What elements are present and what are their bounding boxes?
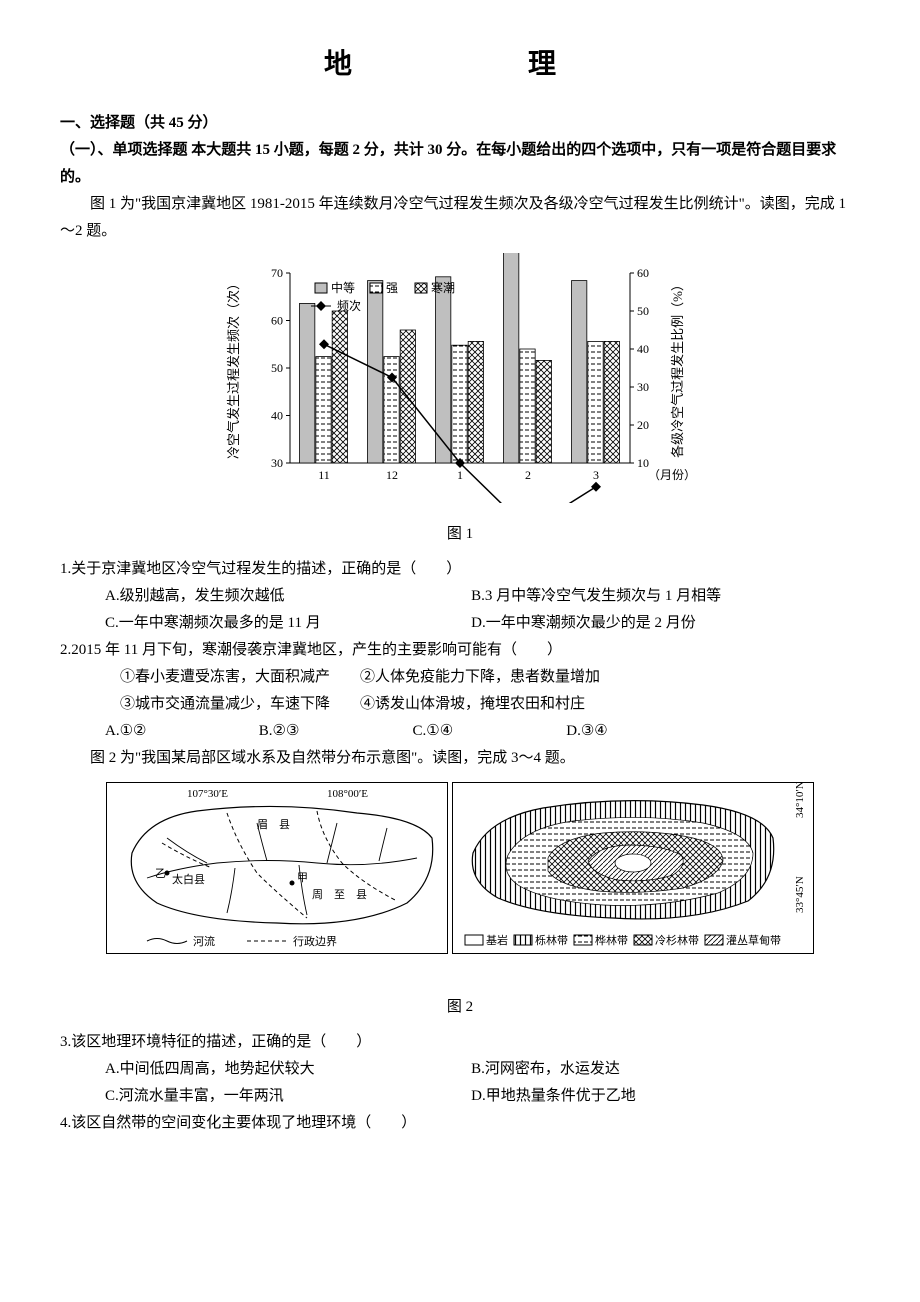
- q2-line2: ③城市交通流量减少，车速下降 ④诱发山体滑坡，掩埋农田和村庄: [60, 691, 860, 718]
- svg-text:中等: 中等: [331, 280, 355, 295]
- svg-text:频次: 频次: [337, 299, 361, 313]
- q3-option-a: A.中间低四周高，地势起伏较大: [105, 1056, 467, 1083]
- svg-text:冷空气发生过程发生频次（次）: 冷空气发生过程发生频次（次）: [226, 277, 241, 459]
- svg-text:乙: 乙: [155, 867, 166, 880]
- figure-2-caption: 图 2: [60, 994, 860, 1021]
- map-left: 107°30′E 108°00′E 眉 县太白县周 至 县 乙 甲河流 行政边界: [106, 782, 448, 954]
- svg-text:寒潮: 寒潮: [431, 280, 455, 295]
- svg-text:甲: 甲: [297, 872, 308, 884]
- q3-option-c: C.河流水量丰富，一年两汛: [105, 1083, 467, 1110]
- q3-stem: 3.该区地理环境特征的描述，正确的是（ ）: [60, 1029, 860, 1056]
- svg-text:1: 1: [457, 468, 463, 482]
- q1-option-d: D.一年中寒潮频次最少的是 2 月份: [471, 610, 833, 637]
- q1-stem: 1.关于京津冀地区冷空气过程发生的描述，正确的是（ ）: [60, 556, 860, 583]
- figure-1-caption: 图 1: [60, 521, 860, 548]
- q4-stem: 4.该区自然带的空间变化主要体现了地理环境（ ）: [60, 1110, 860, 1137]
- svg-text:眉 县: 眉 县: [257, 818, 290, 831]
- svg-text:灌丛草甸带: 灌丛草甸带: [726, 934, 781, 947]
- q2-stem: 2.2015 年 11 月下旬，寒潮侵袭京津冀地区，产生的主要影响可能有（ ）: [60, 637, 860, 664]
- svg-text:河流: 河流: [193, 934, 215, 948]
- svg-text:30: 30: [637, 380, 649, 394]
- svg-text:30: 30: [271, 456, 283, 470]
- svg-text:强: 强: [386, 281, 398, 295]
- svg-text:桦林带: 桦林带: [595, 933, 628, 947]
- q1-option-c: C.一年中寒潮频次最多的是 11 月: [105, 610, 467, 637]
- svg-text:3: 3: [593, 468, 599, 482]
- svg-text:60: 60: [271, 314, 283, 328]
- q2-option-b: B.②③: [259, 718, 379, 745]
- map-right: 34°10′N 33°45′N 基岩 栎林带 桦林带 冷杉林带 灌丛草甸带: [452, 782, 814, 954]
- svg-text:60: 60: [637, 266, 649, 280]
- chart-svg: 3040506070102030405060冷空气发生过程发生频次（次）各级冷空…: [220, 253, 700, 503]
- svg-text:栎林带: 栎林带: [535, 933, 568, 947]
- section-sub-heading: （一）、单项选择题 本大题共 15 小题，每题 2 分，共计 30 分。在每小题…: [60, 137, 860, 191]
- svg-text:107°30′E: 107°30′E: [187, 788, 228, 800]
- figure-1-chart: 3040506070102030405060冷空气发生过程发生频次（次）各级冷空…: [60, 253, 860, 513]
- q3-option-b: B.河网密布，水运发达: [471, 1056, 833, 1083]
- q3-option-d: D.甲地热量条件优于乙地: [471, 1083, 833, 1110]
- q1-option-b: B.3 月中等冷空气发生频次与 1 月相等: [471, 583, 833, 610]
- svg-text:基岩: 基岩: [486, 933, 508, 947]
- svg-text:40: 40: [637, 342, 649, 356]
- q2-option-c: C.①④: [413, 718, 533, 745]
- map-right-svg: 34°10′N 33°45′N 基岩 栎林带 桦林带 冷杉林带 灌丛草甸带: [453, 783, 813, 953]
- svg-text:108°00′E: 108°00′E: [327, 788, 368, 800]
- svg-text:70: 70: [271, 266, 283, 280]
- svg-text:11: 11: [318, 468, 330, 482]
- svg-text:40: 40: [271, 409, 283, 423]
- q2-options: A.①② B.②③ C.①④ D.③④: [60, 718, 860, 745]
- map-left-svg: 107°30′E 108°00′E 眉 县太白县周 至 县 乙 甲河流 行政边界: [107, 783, 447, 953]
- q1-option-a: A.级别越高，发生频次越低: [105, 583, 467, 610]
- svg-text:33°45′N: 33°45′N: [794, 877, 806, 914]
- section-heading: 一、选择题（共 45 分）: [60, 110, 860, 137]
- q2-option-d: D.③④: [566, 718, 686, 745]
- svg-text:50: 50: [271, 361, 283, 375]
- svg-text:行政边界: 行政边界: [293, 934, 337, 948]
- svg-text:周 至 县: 周 至 县: [312, 888, 367, 901]
- page-title: 地 理: [60, 40, 860, 90]
- svg-text:50: 50: [637, 304, 649, 318]
- intro-text-1: 图 1 为"我国京津冀地区 1981-2015 年连续数月冷空气过程发生频次及各…: [60, 191, 860, 245]
- svg-text:34°10′N: 34°10′N: [794, 783, 806, 818]
- figure-2-maps: 107°30′E 108°00′E 眉 县太白县周 至 县 乙 甲河流 行政边界 34°1…: [60, 782, 860, 954]
- svg-text:12: 12: [386, 468, 398, 482]
- q2-line1: ①春小麦遭受冻害，大面积减产 ②人体免疫能力下降，患者数量增加: [60, 664, 860, 691]
- svg-text:20: 20: [637, 418, 649, 432]
- svg-text:冷杉林带: 冷杉林带: [655, 933, 699, 947]
- q2-option-a: A.①②: [105, 718, 225, 745]
- intro-text-2: 图 2 为"我国某局部区域水系及自然带分布示意图"。读图，完成 3～4 题。: [60, 745, 860, 772]
- svg-text:各级冷空气过程发生比例（%）: 各级冷空气过程发生比例（%）: [670, 278, 685, 458]
- svg-text:太白县: 太白县: [172, 872, 205, 886]
- svg-text:2: 2: [525, 468, 531, 482]
- svg-text:（月份）: （月份）: [648, 468, 696, 482]
